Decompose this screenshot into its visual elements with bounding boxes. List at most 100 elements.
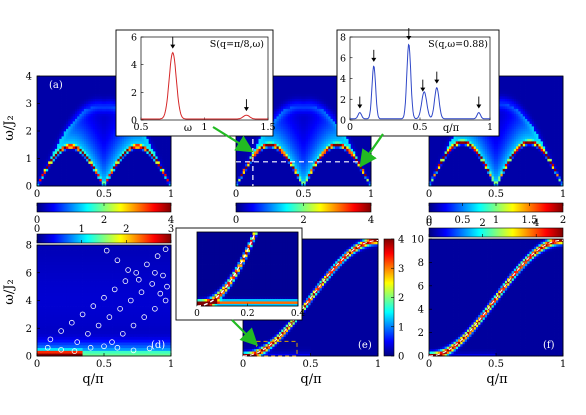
- heatmap-cell: [146, 158, 150, 162]
- heatmap-cell: [159, 166, 163, 169]
- heatmap-cell: [41, 101, 45, 104]
- heatmap-cell: [308, 83, 311, 87]
- heatmap-cell: [321, 183, 325, 187]
- heatmap-cell: [106, 118, 109, 122]
- heatmap-cell: [37, 153, 40, 157]
- heatmap-cell: [59, 151, 62, 154]
- heatmap-cell: [150, 138, 154, 142]
- heatmap-cell: [110, 176, 114, 179]
- heatmap-cell: [50, 183, 54, 187]
- heatmap-cell: [112, 108, 116, 112]
- heatmap-cell: [317, 131, 320, 134]
- heatmap-cell: [335, 131, 338, 134]
- heatmap-cell: [88, 81, 91, 84]
- heatmap-cell: [112, 173, 116, 177]
- heatmap-cell: [296, 78, 300, 82]
- heatmap-cell: [57, 126, 60, 129]
- heatmap-cell: [278, 151, 282, 154]
- heatmap-cell: [90, 88, 94, 92]
- heatmap-cell: [45, 136, 49, 139]
- heatmap-cell: [61, 168, 65, 172]
- heatmap-cell: [287, 78, 291, 82]
- heatmap-cell: [88, 146, 91, 149]
- heatmap-cell: [344, 176, 347, 179]
- heatmap-cell: [54, 166, 58, 169]
- heatmap-cell: [81, 178, 85, 182]
- heatmap-cell: [117, 146, 121, 149]
- heatmap-cell: [130, 176, 134, 179]
- heatmap-cell: [240, 153, 244, 157]
- heatmap-cell: [99, 81, 103, 84]
- heatmap-cell: [43, 106, 47, 109]
- heatmap-cell: [66, 106, 69, 109]
- heatmap-cell: [52, 171, 56, 174]
- heatmap-cell: [326, 156, 329, 159]
- heatmap-cell: [238, 166, 241, 169]
- heatmap-cell: [245, 151, 248, 154]
- heatmap-cell: [350, 183, 354, 187]
- heatmap-cell: [164, 168, 167, 172]
- heatmap-cell: [79, 153, 83, 157]
- heatmap-cell: [141, 163, 145, 167]
- heatmap-cell: [305, 96, 309, 99]
- heatmap-cell: [101, 176, 105, 179]
- heatmap-cell: [63, 151, 67, 154]
- heatmap-cell: [326, 171, 329, 174]
- heatmap-cell: [326, 98, 329, 102]
- heatmap-cell: [319, 81, 322, 84]
- heatmap-cell: [292, 178, 295, 182]
- heatmap-cell: [265, 173, 268, 177]
- heatmap-cell: [276, 118, 280, 122]
- heatmap-cell: [150, 176, 154, 179]
- heatmap-cell: [312, 76, 316, 79]
- heatmap-cell: [95, 126, 98, 129]
- heatmap-cell: [95, 133, 98, 137]
- heatmap-cell: [267, 158, 271, 162]
- heatmap-cell: [117, 163, 121, 167]
- heatmap-cell: [112, 163, 116, 167]
- heatmap-cell: [236, 168, 239, 172]
- heatmap-cell: [63, 96, 67, 99]
- heatmap-cell: [330, 126, 334, 129]
- heatmap-cell: [88, 116, 91, 119]
- heatmap-cell: [70, 133, 74, 137]
- heatmap-cell: [292, 158, 295, 162]
- heatmap-cell: [344, 151, 347, 154]
- heatmap-cell: [37, 101, 40, 104]
- heatmap-cell: [283, 156, 286, 159]
- heatmap-cell: [59, 86, 62, 89]
- heatmap-cell: [164, 143, 167, 147]
- heatmap-cell: [296, 81, 300, 84]
- heatmap-cell: [326, 106, 329, 109]
- heatmap-cell: [272, 143, 275, 147]
- heatmap-cell: [115, 148, 118, 152]
- heatmap-cell: [45, 86, 49, 89]
- heatmap-cell: [159, 143, 163, 147]
- heatmap-cell: [97, 146, 100, 149]
- heatmap-cell: [101, 138, 105, 142]
- heatmap-cell: [287, 153, 291, 157]
- heatmap-cell: [292, 156, 295, 159]
- heatmap-cell: [346, 141, 349, 144]
- heatmap-cell: [258, 153, 262, 157]
- heatmap-cell: [335, 106, 338, 109]
- heatmap-cell: [63, 183, 67, 187]
- heatmap-cell: [106, 81, 109, 84]
- heatmap-cell: [139, 173, 143, 177]
- heatmap-cell: [81, 93, 85, 97]
- heatmap-cell: [74, 133, 78, 137]
- heatmap-cell: [50, 141, 54, 144]
- heatmap-cell: [70, 118, 74, 122]
- heatmap-cell: [110, 108, 114, 112]
- heatmap-cell: [314, 156, 318, 159]
- heatmap-cell: [267, 176, 271, 179]
- heatmap-cell: [305, 143, 309, 147]
- heatmap-cell: [353, 141, 356, 144]
- heatmap-cell: [112, 123, 116, 127]
- heatmap-cell: [292, 133, 295, 137]
- heatmap-cell: [278, 116, 282, 119]
- heatmap-cell: [321, 118, 325, 122]
- heatmap-cell: [97, 126, 100, 129]
- heatmap-cell: [305, 161, 309, 164]
- heatmap-cell: [41, 86, 45, 89]
